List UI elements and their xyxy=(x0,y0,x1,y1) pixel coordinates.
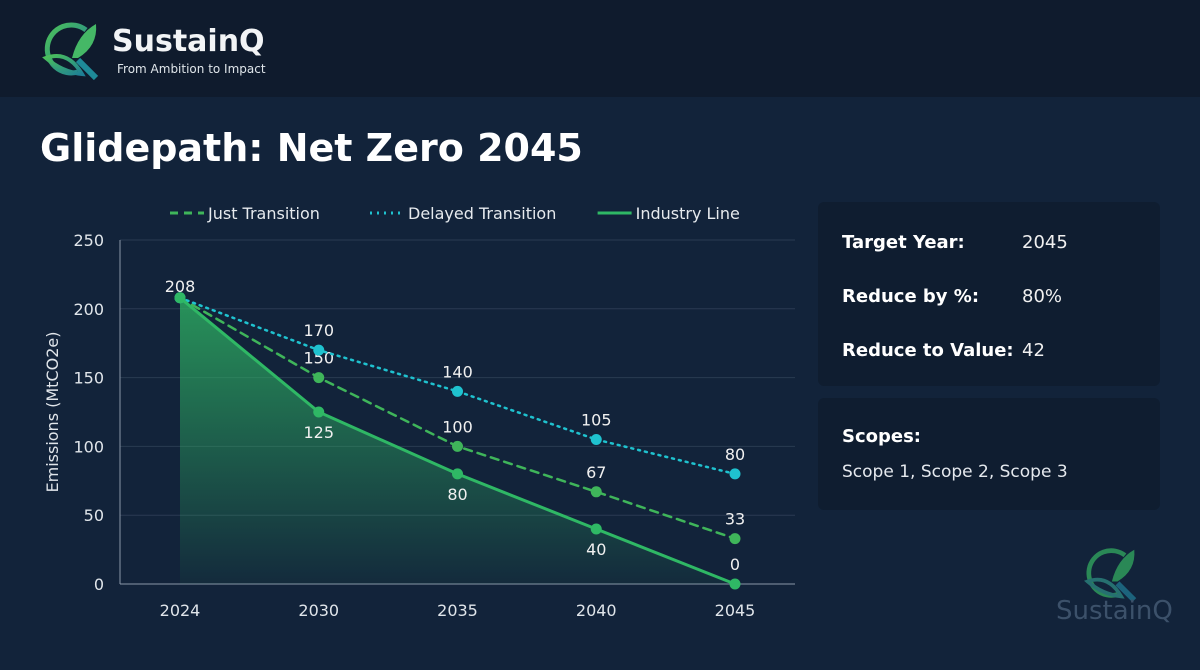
brand-tagline: From Ambition to Impact xyxy=(117,62,266,76)
scopes-panel: Scopes: Scope 1, Scope 2, Scope 3 xyxy=(818,398,1160,510)
sustainq-logo-icon xyxy=(42,22,99,80)
data-point xyxy=(729,468,741,480)
data-label: 100 xyxy=(442,417,473,436)
data-label: 0 xyxy=(730,555,740,574)
data-label: 40 xyxy=(586,540,606,559)
y-tick-label: 200 xyxy=(73,300,104,319)
glidepath-chart: 0 50 100 150 200 250 2024 2030 2035 2040 2045 Emiss… xyxy=(43,204,795,620)
reduce-percent-value: 80% xyxy=(1022,286,1063,307)
data-point xyxy=(452,385,463,397)
target-year-value: 2045 xyxy=(1022,232,1068,253)
target-year-label: Target Year: xyxy=(842,232,965,253)
y-tick-label: 150 xyxy=(73,369,104,388)
data-point xyxy=(313,406,325,418)
data-label: 125 xyxy=(303,423,334,442)
data-point xyxy=(590,486,602,498)
y-tick-label: 250 xyxy=(73,231,104,250)
reduce-percent-label: Reduce by %: xyxy=(842,286,980,307)
legend-label: Delayed Transition xyxy=(408,204,556,223)
y-axis-label: Emissions (MtCO2e) xyxy=(43,332,62,493)
data-point xyxy=(174,292,186,304)
y-tick-label: 0 xyxy=(94,575,104,594)
x-tick-label: 2040 xyxy=(576,601,617,620)
data-point xyxy=(452,440,463,452)
brand-name: SustainQ xyxy=(112,24,265,59)
data-label: 80 xyxy=(725,445,745,464)
legend-label: Industry Line xyxy=(636,204,740,223)
data-point xyxy=(452,468,463,480)
watermark-text: SustainQ xyxy=(1056,596,1173,626)
data-label: 80 xyxy=(447,485,467,504)
watermark-logo-icon xyxy=(1083,548,1137,602)
data-point xyxy=(729,533,741,545)
data-point xyxy=(313,372,325,384)
x-tick-label: 2045 xyxy=(715,601,756,620)
reduce-value-value: 42 xyxy=(1022,340,1045,361)
x-tick-label: 2035 xyxy=(437,601,478,620)
data-label: 208 xyxy=(165,277,196,296)
data-label: 67 xyxy=(586,463,606,482)
data-label: 140 xyxy=(442,362,473,381)
scopes-value: Scope 1, Scope 2, Scope 3 xyxy=(842,462,1068,482)
data-point xyxy=(729,578,741,590)
scopes-label: Scopes: xyxy=(842,426,922,447)
reduce-value-label: Reduce to Value: xyxy=(842,340,1014,361)
data-label: 105 xyxy=(581,411,612,430)
page-title: Glidepath: Net Zero 2045 xyxy=(40,126,583,170)
x-tick-label: 2024 xyxy=(160,601,201,620)
data-label: 170 xyxy=(303,321,334,340)
y-tick-label: 50 xyxy=(84,506,104,525)
data-point xyxy=(590,434,602,446)
data-point xyxy=(313,344,325,356)
header: SustainQ From Ambition to Impact xyxy=(0,0,1200,97)
data-label: 33 xyxy=(725,510,745,529)
x-tick-label: 2030 xyxy=(298,601,339,620)
y-tick-label: 100 xyxy=(73,437,104,456)
legend-label: Just Transition xyxy=(207,204,320,223)
industry-area xyxy=(180,297,735,584)
data-point xyxy=(590,523,602,535)
targets-panel: Target Year: 2045 Reduce by %: 80% Reduc… xyxy=(818,202,1160,386)
